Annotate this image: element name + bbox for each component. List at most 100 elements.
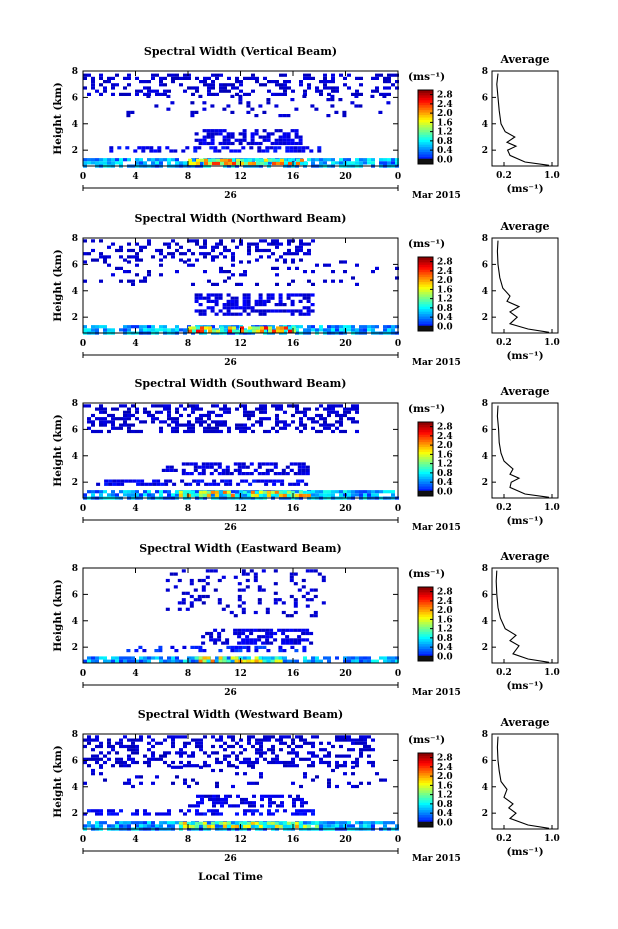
heatmap-cell [99,73,103,77]
heatmap-cell [289,149,294,153]
heatmap-cell [227,744,231,749]
heatmap-cell [303,413,307,418]
heatmap-cell [319,757,323,761]
heatmap-cell [290,129,295,133]
heatmap-cell [127,92,131,96]
heatmap-cell [363,748,367,752]
heatmap-cell [251,410,255,414]
colorbar-segment [418,609,433,613]
heatmap-cell [210,138,215,142]
heatmap-cell [272,161,276,166]
heatmap-cell [359,83,363,87]
heatmap-cell [147,239,151,243]
heatmap-cell [143,80,147,84]
heatmap-cell [283,423,287,427]
heatmap-cell [270,293,275,297]
heatmap-cell [127,757,131,761]
heatmap-cell [298,309,303,313]
heatmap-cell [335,325,339,329]
heatmap-cell [298,138,303,142]
heatmap-cell [311,158,315,162]
heatmap-cell [262,493,267,498]
colorbar-tick-label: 1.2 [437,295,453,305]
heatmap-cell [386,101,391,105]
heatmap-cell [115,824,119,828]
heatmap-cell [301,628,306,632]
heatmap-cell [195,407,199,411]
heatmap-cell [267,161,271,165]
heatmap-cell [226,303,231,307]
heatmap-cell [319,423,323,427]
heatmap-cell [231,255,235,259]
heatmap-cell [155,161,159,165]
heatmap-cell [226,645,231,649]
heatmap-cell [266,649,271,653]
heatmap-cell [87,809,91,813]
heatmap-cell [207,809,211,813]
heatmap-cell [135,89,139,93]
heatmap-cell [242,659,247,663]
heatmap-cell [262,299,267,303]
heatmap-cell [355,821,359,825]
heatmap-cell [282,132,287,136]
heatmap-cell [238,98,243,102]
heatmap-cell [191,252,195,256]
heatmap-cell [139,656,143,660]
heatmap-cell [291,260,295,264]
heatmap-cell [310,821,315,825]
heatmap-cell [152,479,157,483]
heatmap-cell [227,270,231,274]
heatmap-cell [230,656,235,660]
heatmap-cell [248,161,252,166]
heatmap-cell [257,598,262,602]
heatmap-cell [108,479,113,483]
heatmap-cell [283,92,287,96]
heatmap-cell [147,493,151,497]
heatmap-cell [351,490,355,494]
heatmap-cell [107,744,111,749]
heatmap-cell [234,656,239,660]
heatmap-cell [194,656,199,660]
heatmap-cell [269,635,274,639]
heatmap-cell [127,754,131,758]
heatmap-cell [323,80,327,84]
heatmap-cell [215,404,219,408]
heatmap-cell [355,410,359,414]
heatmap-cell [278,645,283,649]
heatmap-cell [127,417,131,421]
heatmap-cell [127,410,131,414]
heatmap-cell [275,273,279,277]
heatmap-cell [197,598,202,602]
heatmap-cell [290,293,295,297]
colorbar-tick-label: 2.0 [437,772,453,782]
heatmap-cell [323,426,327,430]
heatmap-cell [259,255,263,259]
heatmap-cell [327,824,331,828]
heatmap-cell [179,754,183,758]
heatmap-cell [282,493,287,498]
heatmap-cell [215,423,219,427]
heatmap-cell [327,741,331,745]
heatmap-cell [167,161,171,165]
heatmap-cell [306,312,311,316]
heatmap-cell [258,141,263,146]
heatmap-cell [375,325,379,329]
heatmap-cell [315,89,319,93]
heatmap-cell [293,638,298,642]
heatmap-cell [269,641,274,645]
heatmap-cell [155,328,159,332]
heatmap-cell [226,132,231,136]
average-x-tick-label: 1.0 [544,171,560,181]
heatmap-cell [198,296,203,300]
heatmap-cell [237,149,242,153]
heatmap-cell [287,764,291,768]
average-frame [491,237,559,334]
heatmap-cell [202,101,207,105]
heatmap-cell [295,812,299,816]
heatmap-cell [266,490,271,494]
heatmap-cell [219,413,223,418]
heatmap-cell [306,493,311,498]
heatmap-cell [275,407,279,411]
heatmap-cell [331,86,335,90]
x-tick-label: 0 [80,504,86,514]
